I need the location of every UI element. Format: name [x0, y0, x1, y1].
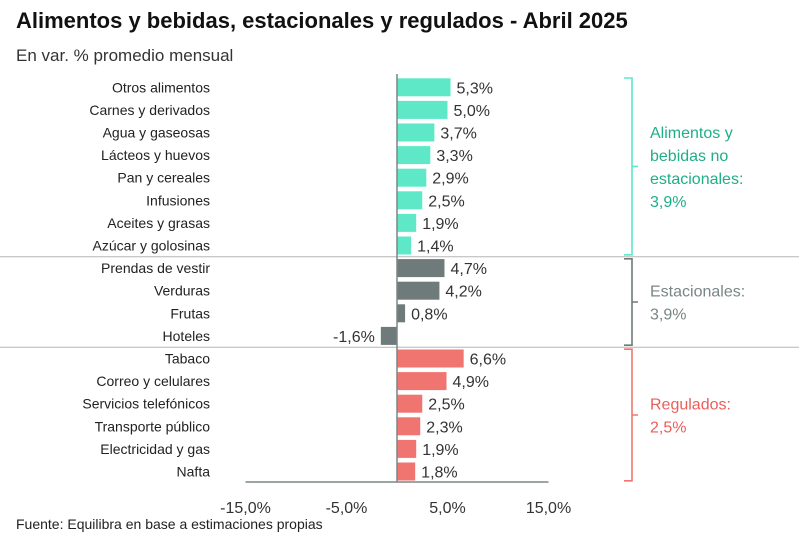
data-label: -1,6% [333, 329, 375, 346]
category-label: Verduras [154, 283, 210, 299]
bar [380, 326, 397, 345]
category-label: Lácteos y huevos [101, 147, 210, 163]
data-label: 6,6% [470, 352, 506, 369]
data-label: 4,2% [445, 284, 481, 301]
data-label: 0,8% [411, 306, 447, 323]
group-bracket [624, 258, 638, 346]
category-label: Prendas de vestir [101, 260, 210, 276]
group-label: bebidas no [650, 148, 728, 165]
bar [397, 372, 447, 391]
data-label: 1,8% [421, 465, 457, 482]
group-label: estacionales: [650, 171, 743, 188]
category-label: Frutas [170, 305, 210, 321]
category-label: Tabaco [165, 351, 210, 367]
group-label: 3,9% [650, 307, 686, 324]
category-label: Pan y cereales [117, 170, 210, 186]
category-label: Azúcar y golosinas [92, 238, 210, 254]
category-label: Otros alimentos [112, 79, 210, 95]
bar [397, 236, 412, 255]
bar [397, 100, 448, 119]
data-label: 2,5% [428, 397, 464, 414]
category-label: Carnes y derivados [89, 102, 210, 118]
data-label: 2,5% [428, 193, 464, 210]
data-label: 5,3% [457, 80, 493, 97]
data-label: 1,4% [417, 239, 453, 256]
data-label: 3,7% [440, 126, 476, 143]
bar [397, 146, 431, 165]
bar [397, 168, 427, 187]
category-label: Electricidad y gas [100, 441, 210, 457]
category-label: Nafta [177, 464, 211, 480]
category-label: Infusiones [146, 192, 210, 208]
data-label: 1,9% [422, 216, 458, 233]
category-label: Agua y gaseosas [103, 125, 210, 141]
bar [397, 462, 416, 481]
bar [397, 439, 417, 458]
x-tick-label: 15,0% [526, 500, 571, 517]
bar [397, 304, 406, 323]
source-note: Fuente: Equilibra en base a estimaciones… [16, 516, 323, 532]
category-label: Aceites y grasas [107, 215, 210, 231]
group-bracket [624, 77, 638, 256]
group-label: Estacionales: [650, 284, 745, 301]
bar [397, 259, 445, 278]
group-label: 3,9% [650, 194, 686, 211]
group-bracket [624, 348, 638, 482]
data-label: 2,3% [426, 419, 462, 436]
x-tick-label: 5,0% [429, 500, 465, 517]
x-tick-label: -5,0% [326, 500, 368, 517]
bar [397, 394, 423, 413]
data-label: 1,9% [422, 442, 458, 459]
bar [397, 281, 440, 300]
data-label: 4,7% [450, 261, 486, 278]
data-label: 3,3% [436, 148, 472, 165]
data-label: 2,9% [432, 171, 468, 188]
category-label: Transporte público [95, 418, 211, 434]
group-label: Regulados: [650, 397, 731, 414]
bar [397, 417, 421, 436]
bar [397, 213, 417, 232]
category-label: Correo y celulares [96, 373, 210, 389]
bar [397, 349, 464, 368]
chart-subtitle: En var. % promedio mensual [16, 46, 234, 65]
category-label: Servicios telefónicos [82, 396, 210, 412]
group-label: 2,5% [650, 420, 686, 437]
group-label: Alimentos y [650, 125, 733, 142]
category-label: Hoteles [163, 328, 210, 344]
bar [397, 78, 451, 97]
data-label: 4,9% [452, 374, 488, 391]
chart-title: Alimentos y bebidas, estacionales y regu… [16, 8, 628, 33]
bar [397, 123, 435, 142]
bar [397, 191, 423, 210]
data-label: 5,0% [454, 103, 490, 120]
x-tick-label: -15,0% [220, 500, 271, 517]
